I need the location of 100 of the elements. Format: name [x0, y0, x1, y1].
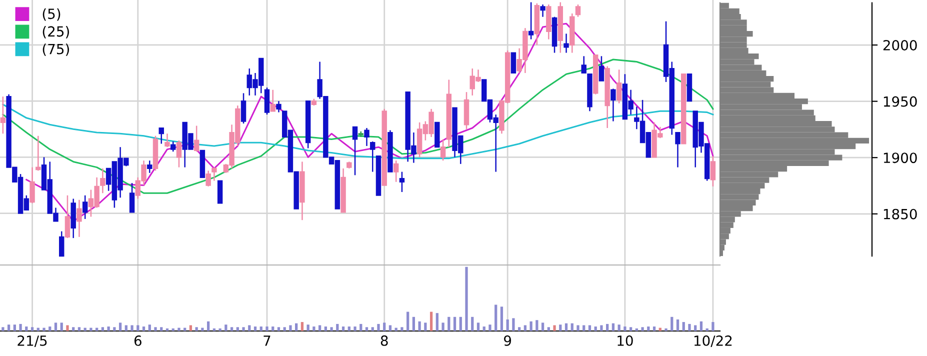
bar	[272, 326, 274, 331]
candlestick	[540, 4, 546, 18]
candlestick	[59, 230, 64, 257]
bar	[500, 306, 504, 331]
candlestick	[170, 140, 176, 152]
bar	[78, 327, 81, 331]
bar	[166, 328, 169, 331]
candlestick	[217, 180, 223, 204]
bar	[365, 327, 368, 331]
bar	[465, 266, 468, 331]
bar	[107, 326, 110, 331]
bar	[512, 318, 515, 331]
bar	[254, 326, 257, 331]
bar	[242, 327, 245, 331]
bar	[54, 322, 58, 331]
x-tick-label: 6	[134, 335, 142, 346]
bar	[377, 324, 380, 331]
bar	[629, 327, 632, 331]
bar	[283, 327, 286, 331]
bar	[588, 325, 592, 331]
bar	[506, 319, 509, 331]
bar	[2, 327, 4, 331]
legend-label: (5)	[42, 8, 60, 21]
bar	[336, 324, 339, 331]
bar	[7, 324, 10, 331]
bar	[471, 316, 474, 331]
y-tick-label: 1850	[884, 208, 917, 220]
bar	[547, 327, 550, 331]
bar	[148, 324, 151, 331]
x-tick-label: 10	[618, 335, 633, 346]
candlestick	[370, 140, 376, 172]
bar	[424, 322, 427, 331]
bar	[448, 316, 450, 331]
bar	[154, 327, 157, 331]
bar	[412, 316, 416, 331]
candlestick	[0, 96, 6, 134]
candlestick	[100, 168, 106, 194]
bar	[48, 326, 52, 331]
bar	[66, 325, 69, 331]
bar	[582, 325, 586, 331]
bar	[682, 322, 685, 331]
bar	[360, 324, 362, 331]
bar	[206, 321, 210, 331]
bar	[606, 324, 609, 331]
bar	[295, 323, 298, 331]
bar	[348, 326, 350, 331]
bar	[400, 327, 404, 331]
candlestick	[129, 182, 135, 213]
bar	[142, 326, 146, 331]
bar	[594, 326, 597, 331]
candlestick	[364, 127, 370, 147]
candlestick	[276, 100, 282, 113]
candlestick	[399, 171, 405, 193]
bar	[641, 327, 644, 331]
bar	[277, 327, 280, 331]
bar	[600, 325, 603, 331]
bar	[700, 321, 703, 331]
bar	[694, 325, 697, 331]
bar	[101, 327, 104, 331]
bar	[118, 322, 122, 331]
legend-label: (25)	[42, 26, 69, 38]
candlestick	[240, 92, 246, 124]
bar	[494, 304, 498, 331]
bar	[130, 325, 134, 331]
bar	[178, 328, 180, 331]
bar	[13, 324, 16, 331]
bar	[476, 322, 480, 331]
bar	[553, 325, 556, 331]
bar	[388, 325, 392, 331]
bar	[201, 328, 204, 331]
bar	[624, 326, 626, 331]
candlestick	[82, 194, 88, 220]
bar	[536, 320, 538, 331]
candlestick	[158, 127, 164, 144]
candlestick	[393, 160, 399, 183]
bar	[42, 328, 46, 331]
bar	[266, 326, 268, 331]
x-tick-label: 8	[380, 335, 388, 346]
candlestick	[528, 2, 534, 40]
bar	[324, 326, 327, 331]
bar	[664, 328, 668, 331]
x-tick-label: 9	[504, 335, 512, 346]
bar	[712, 322, 714, 331]
candlestick	[710, 155, 716, 188]
bar	[330, 327, 333, 331]
bar	[430, 312, 433, 331]
bar	[459, 316, 462, 331]
bar	[576, 325, 580, 331]
bar	[706, 328, 708, 331]
bar	[371, 327, 374, 331]
bar	[518, 327, 521, 331]
bar	[218, 328, 222, 331]
candlestick	[194, 125, 200, 152]
bar	[354, 326, 356, 331]
candlestick	[575, 4, 581, 18]
bar	[482, 326, 486, 331]
bar	[25, 326, 28, 331]
candlestick	[352, 126, 358, 176]
bar	[224, 324, 228, 331]
bar	[300, 322, 304, 331]
